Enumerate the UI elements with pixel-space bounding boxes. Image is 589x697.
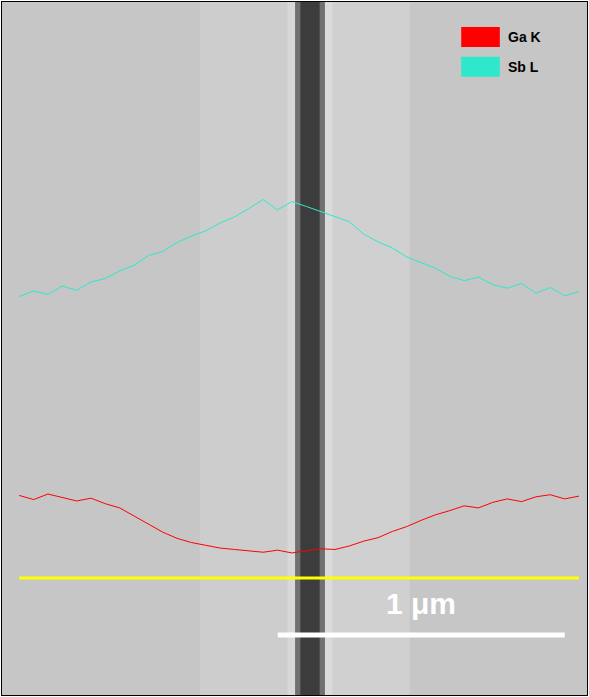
svg-text:Ga K: Ga K <box>508 29 541 45</box>
svg-text:1 μm: 1 μm <box>386 587 456 620</box>
svg-text:Sb L: Sb L <box>508 59 539 75</box>
